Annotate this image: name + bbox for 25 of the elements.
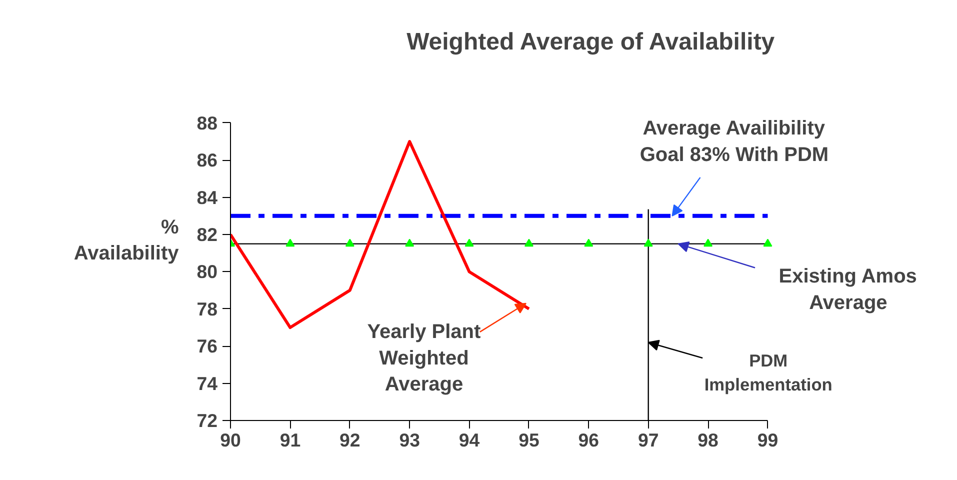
y-tick-label: 76: [196, 336, 218, 357]
y-tick-label: 74: [196, 372, 218, 394]
x-tick-label: 96: [578, 430, 600, 450]
y-tick-label: 86: [196, 150, 218, 171]
x-tick-label: 94: [458, 430, 480, 450]
y-tick-label: 84: [196, 186, 218, 208]
chart-title: Weighted Average of Availability: [406, 28, 776, 56]
y-tick-label: 72: [196, 410, 218, 431]
x-tick-label: 99: [757, 430, 778, 450]
y-tick-label: 88: [196, 112, 218, 134]
x-tick-label: 93: [399, 430, 420, 450]
x-tick-label: 92: [340, 430, 360, 450]
y-tick-label: 80: [196, 261, 218, 282]
y-axis-title: % Availability: [74, 216, 180, 265]
x-tick-label: 98: [698, 430, 718, 450]
annotation: Average Availibility Goal 83% With PDM: [640, 118, 829, 166]
x-tick-label: 97: [638, 430, 659, 450]
x-tick-label: 90: [220, 430, 241, 450]
y-tick-label: 82: [196, 224, 218, 246]
y-tick-label: 78: [196, 298, 218, 320]
x-tick-label: 91: [280, 430, 301, 450]
annotation: Existing Amos Average: [778, 266, 917, 314]
annotation: PDM Implementation: [704, 350, 832, 394]
x-tick-label: 95: [518, 430, 540, 450]
annotation: Yearly Plant Weighted Average: [367, 320, 482, 396]
